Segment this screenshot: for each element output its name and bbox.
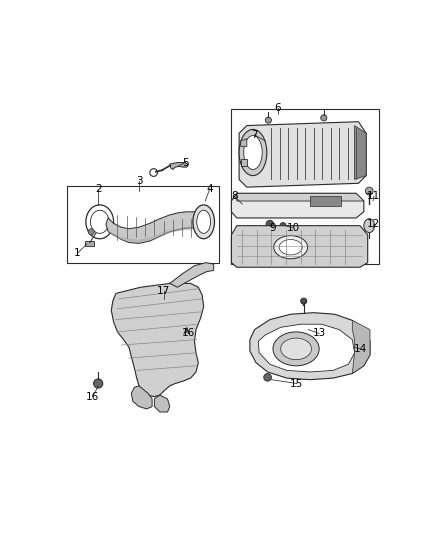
Bar xyxy=(310,196,341,206)
Polygon shape xyxy=(355,126,366,180)
Polygon shape xyxy=(111,284,204,397)
Polygon shape xyxy=(258,324,355,372)
Bar xyxy=(85,241,94,246)
Text: 3: 3 xyxy=(136,176,142,186)
Polygon shape xyxy=(352,320,370,374)
Polygon shape xyxy=(106,212,204,244)
Circle shape xyxy=(301,298,307,304)
Text: 15: 15 xyxy=(290,378,304,389)
Circle shape xyxy=(321,115,327,121)
Ellipse shape xyxy=(244,135,262,169)
Circle shape xyxy=(365,187,373,195)
Polygon shape xyxy=(231,193,364,218)
Polygon shape xyxy=(170,163,188,169)
Text: 9: 9 xyxy=(270,223,276,233)
Circle shape xyxy=(265,117,272,123)
Text: 6: 6 xyxy=(274,103,281,113)
Ellipse shape xyxy=(281,338,311,360)
Text: 13: 13 xyxy=(313,328,326,338)
Ellipse shape xyxy=(364,219,374,232)
Ellipse shape xyxy=(197,210,211,233)
Bar xyxy=(67,185,219,263)
Polygon shape xyxy=(239,122,366,187)
Text: 16: 16 xyxy=(86,392,99,401)
Bar xyxy=(231,109,379,264)
Polygon shape xyxy=(250,313,370,379)
Polygon shape xyxy=(155,395,170,412)
Polygon shape xyxy=(240,139,247,147)
Text: 4: 4 xyxy=(207,184,213,193)
Text: 17: 17 xyxy=(157,286,170,296)
Ellipse shape xyxy=(279,239,302,255)
Text: 2: 2 xyxy=(95,184,102,195)
Ellipse shape xyxy=(91,210,109,233)
Text: 16: 16 xyxy=(182,328,195,338)
Text: 1: 1 xyxy=(74,248,81,259)
Text: 12: 12 xyxy=(367,219,381,229)
Circle shape xyxy=(266,220,274,228)
Polygon shape xyxy=(131,386,152,409)
Circle shape xyxy=(88,229,94,235)
Polygon shape xyxy=(240,159,247,166)
Ellipse shape xyxy=(193,205,215,239)
Text: 11: 11 xyxy=(367,191,381,201)
Circle shape xyxy=(94,379,103,388)
Text: 7: 7 xyxy=(251,130,258,140)
Polygon shape xyxy=(108,227,193,243)
Text: 14: 14 xyxy=(353,344,367,354)
Text: 8: 8 xyxy=(231,191,238,201)
Text: 10: 10 xyxy=(286,223,300,233)
Ellipse shape xyxy=(239,130,267,175)
Polygon shape xyxy=(170,263,214,287)
Polygon shape xyxy=(231,225,367,267)
Ellipse shape xyxy=(274,236,307,259)
Circle shape xyxy=(264,374,272,381)
Polygon shape xyxy=(237,193,364,201)
Text: 5: 5 xyxy=(182,158,188,167)
Circle shape xyxy=(280,223,286,229)
Ellipse shape xyxy=(273,332,319,366)
